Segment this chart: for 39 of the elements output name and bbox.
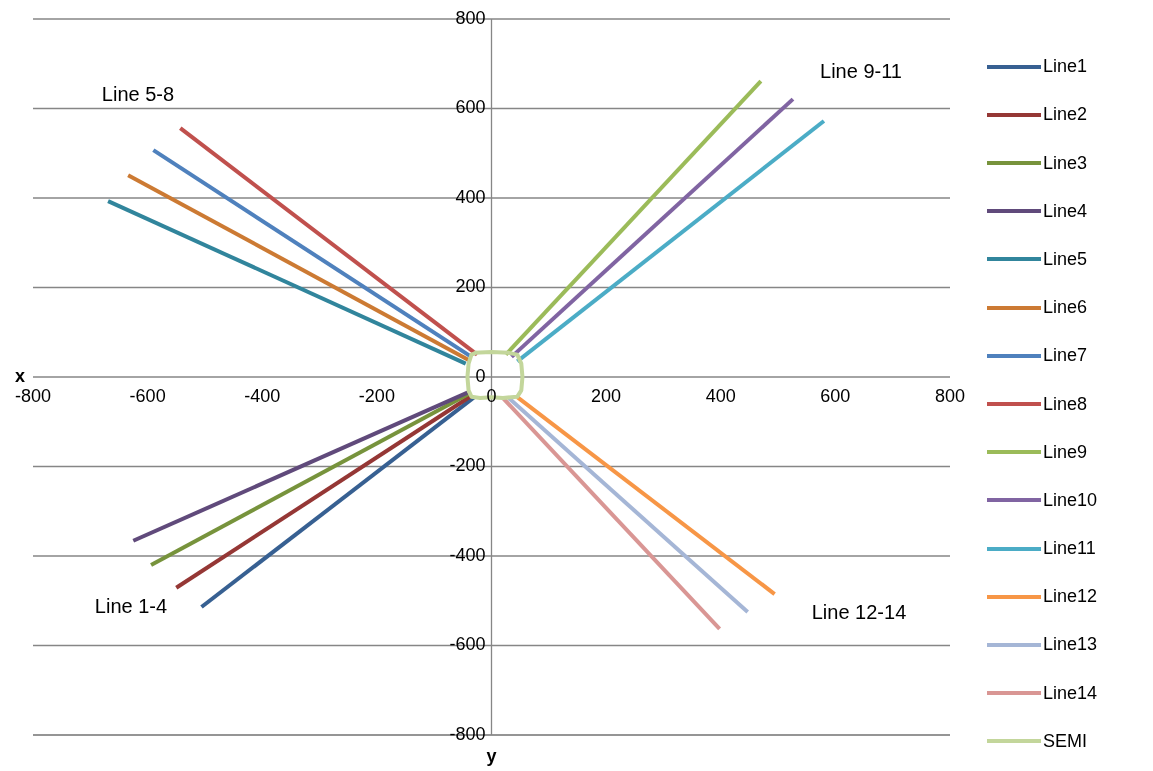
- y-tick-label: -400: [449, 544, 486, 565]
- y-tick-label: -800: [449, 723, 486, 744]
- y-tick-label: 400: [455, 186, 486, 207]
- legend-label: Line4: [1043, 200, 1088, 222]
- legend-label: Line11: [1043, 538, 1096, 560]
- legend-label: Line6: [1043, 297, 1088, 319]
- x-tick-label: 400: [705, 385, 736, 406]
- legend-label: Line1: [1043, 56, 1088, 78]
- legend-label: Line5: [1043, 248, 1088, 270]
- y-tick-label: 0: [475, 365, 486, 386]
- legend-label: Line12: [1043, 586, 1098, 608]
- x-tick-label: -800: [14, 385, 52, 406]
- legend-label: Line14: [1043, 682, 1098, 704]
- annotation: Line 9-11: [820, 60, 902, 83]
- y-axis-title: x: [14, 365, 26, 386]
- legend-label: Line8: [1043, 393, 1088, 415]
- x-tick-label: -200: [358, 385, 395, 406]
- legend-label: Line13: [1043, 634, 1098, 656]
- y-tick-label: 800: [455, 7, 486, 28]
- legend-label: Line9: [1043, 441, 1088, 463]
- y-tick-label: 200: [455, 276, 486, 297]
- annotation: Line 1-4: [94, 595, 168, 618]
- legend-label: SEMI: [1043, 730, 1088, 752]
- y-tick-label: -600: [449, 634, 486, 655]
- legend-label: Line2: [1043, 104, 1088, 126]
- x-tick-label: 600: [820, 385, 851, 406]
- line-series: [465, 349, 525, 401]
- annotation: Line 5-8: [101, 83, 175, 106]
- y-tick-label: 600: [455, 97, 486, 118]
- y-tick-label: -200: [449, 455, 486, 476]
- x-tick-label: 800: [934, 385, 966, 406]
- legend-label: Line7: [1043, 345, 1088, 367]
- legend-label: Line10: [1043, 489, 1098, 511]
- legend-label: Line3: [1043, 152, 1088, 174]
- x-tick-label: -400: [244, 385, 281, 406]
- x-tick-label: -600: [129, 385, 166, 406]
- x-axis-title: y: [486, 746, 497, 766]
- x-tick-label: 200: [591, 385, 622, 406]
- annotation: Line 12-14: [811, 601, 907, 624]
